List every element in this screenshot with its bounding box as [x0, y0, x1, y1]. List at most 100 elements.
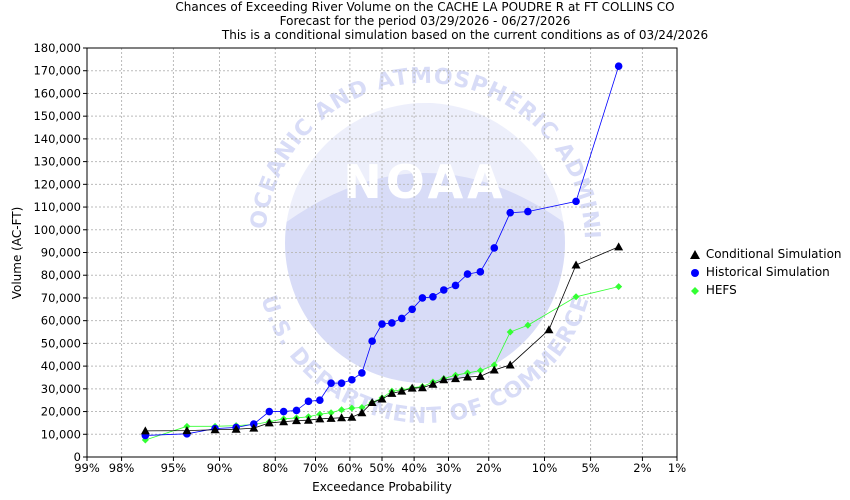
- x-tick-label: 70%: [303, 461, 329, 475]
- y-tick-label: 130,000: [33, 155, 81, 169]
- x-tick-label: 95%: [161, 461, 187, 475]
- conditional-point: [614, 242, 624, 251]
- conditional-point: [210, 425, 220, 434]
- legend-item-historical[interactable]: Historical Simulation: [688, 263, 842, 281]
- conditional-point: [407, 383, 417, 392]
- chart-axes: 0 10,000 20,000 30,000 40,000 50,000 60,000 70,…: [33, 41, 686, 475]
- y-axis-label: Volume (AC-FT): [10, 207, 24, 300]
- conditional-point: [279, 417, 289, 426]
- hefs-point: [358, 403, 366, 411]
- y-tick-label: 90,000: [41, 246, 81, 260]
- circle-marker-icon: [688, 266, 702, 280]
- y-tick-label: 50,000: [41, 336, 81, 350]
- historical-point: [490, 244, 499, 252]
- historical-point: [316, 396, 324, 404]
- y-tick-label: 10,000: [41, 427, 81, 441]
- conditional-point: [505, 360, 515, 369]
- y-tick-label: 170,000: [33, 64, 81, 78]
- hefs-point: [615, 283, 623, 291]
- x-tick-label: 10%: [532, 461, 558, 475]
- conditional-point: [451, 374, 461, 383]
- chart-series: [140, 62, 624, 444]
- x-tick-label: 99%: [74, 461, 100, 475]
- x-tick-label: 1%: [668, 461, 686, 475]
- historical-point: [476, 268, 485, 276]
- legend-item-hefs[interactable]: HEFS: [688, 281, 842, 299]
- historical-point: [397, 314, 406, 323]
- y-tick-label: 150,000: [33, 109, 81, 123]
- hefs-point: [348, 404, 356, 412]
- historical-point: [337, 379, 346, 387]
- conditional-point: [315, 414, 325, 423]
- y-tick-label: 0: [74, 450, 81, 464]
- conditional-point: [387, 388, 397, 397]
- y-tick-label: 120,000: [33, 177, 81, 191]
- conditional-point: [475, 371, 485, 380]
- y-tick-label: 110,000: [33, 200, 81, 214]
- historical-point: [368, 337, 376, 345]
- x-tick-label: 2%: [633, 461, 651, 475]
- hefs-point: [572, 293, 580, 301]
- conditional-point: [249, 423, 259, 432]
- historical-point: [463, 270, 472, 278]
- conditional-point: [231, 424, 241, 433]
- x-tick-label: 30%: [436, 461, 462, 475]
- diamond-marker-icon: [688, 284, 702, 298]
- x-tick-label: 5%: [581, 461, 599, 475]
- x-tick-label: 40%: [401, 461, 427, 475]
- conditional-point: [571, 260, 581, 269]
- conditional-point: [303, 415, 313, 424]
- hefs-point: [524, 321, 532, 329]
- y-tick-label: 30,000: [41, 382, 81, 396]
- y-tick-label: 80,000: [41, 268, 81, 282]
- historical-point: [378, 320, 386, 328]
- x-tick-label: 20%: [476, 461, 502, 475]
- plot-frame: [86, 47, 678, 458]
- hefs-point: [316, 410, 324, 418]
- historical-point: [388, 319, 396, 327]
- conditional-point: [264, 418, 274, 427]
- conditional-point: [140, 426, 150, 435]
- chart-subtitle-conditions: This is a conditional simulation based o…: [221, 28, 709, 42]
- conditional-point: [357, 408, 367, 417]
- x-tick-label: 60%: [337, 461, 363, 475]
- conditional-point: [463, 372, 473, 381]
- conditional-point: [337, 413, 347, 422]
- hefs-point: [506, 328, 514, 336]
- watermark-logo-text: NOAA: [343, 155, 507, 209]
- x-axis-label: Exceedance Probability: [312, 480, 452, 494]
- y-tick-label: 180,000: [33, 41, 81, 55]
- historical-point: [506, 208, 515, 217]
- conditional-point: [428, 379, 438, 388]
- historical-point: [572, 197, 580, 206]
- y-tick-label: 40,000: [41, 359, 81, 373]
- conditional-point: [377, 394, 387, 403]
- watermark-gull: [285, 103, 565, 223]
- legend-item-conditional[interactable]: Conditional Simulation: [688, 245, 842, 263]
- conditional-point: [182, 426, 192, 435]
- historical-point: [440, 286, 448, 294]
- x-tick-label: 90%: [207, 461, 233, 475]
- y-tick-label: 70,000: [41, 291, 81, 305]
- legend-label-conditional: Conditional Simulation: [705, 247, 842, 261]
- conditional-point: [544, 325, 554, 334]
- legend-label-hefs: HEFS: [705, 283, 737, 297]
- historical-point: [265, 407, 274, 416]
- y-tick-label: 100,000: [33, 223, 81, 237]
- historical-point: [279, 407, 288, 416]
- conditional-point: [367, 397, 377, 406]
- x-tick-label: 80%: [262, 461, 288, 475]
- historical-point: [614, 62, 623, 70]
- conditional-point: [417, 383, 427, 392]
- conditional-point: [347, 412, 357, 421]
- hefs-point: [327, 409, 335, 417]
- historical-point: [429, 293, 437, 301]
- y-tick-label: 140,000: [33, 132, 81, 146]
- historical-point: [451, 281, 460, 290]
- x-tick-label: 50%: [369, 461, 395, 475]
- historical-point: [418, 294, 427, 302]
- conditional-point: [439, 375, 449, 384]
- legend-label-historical: Historical Simulation: [705, 265, 830, 279]
- conditional-point: [489, 365, 499, 374]
